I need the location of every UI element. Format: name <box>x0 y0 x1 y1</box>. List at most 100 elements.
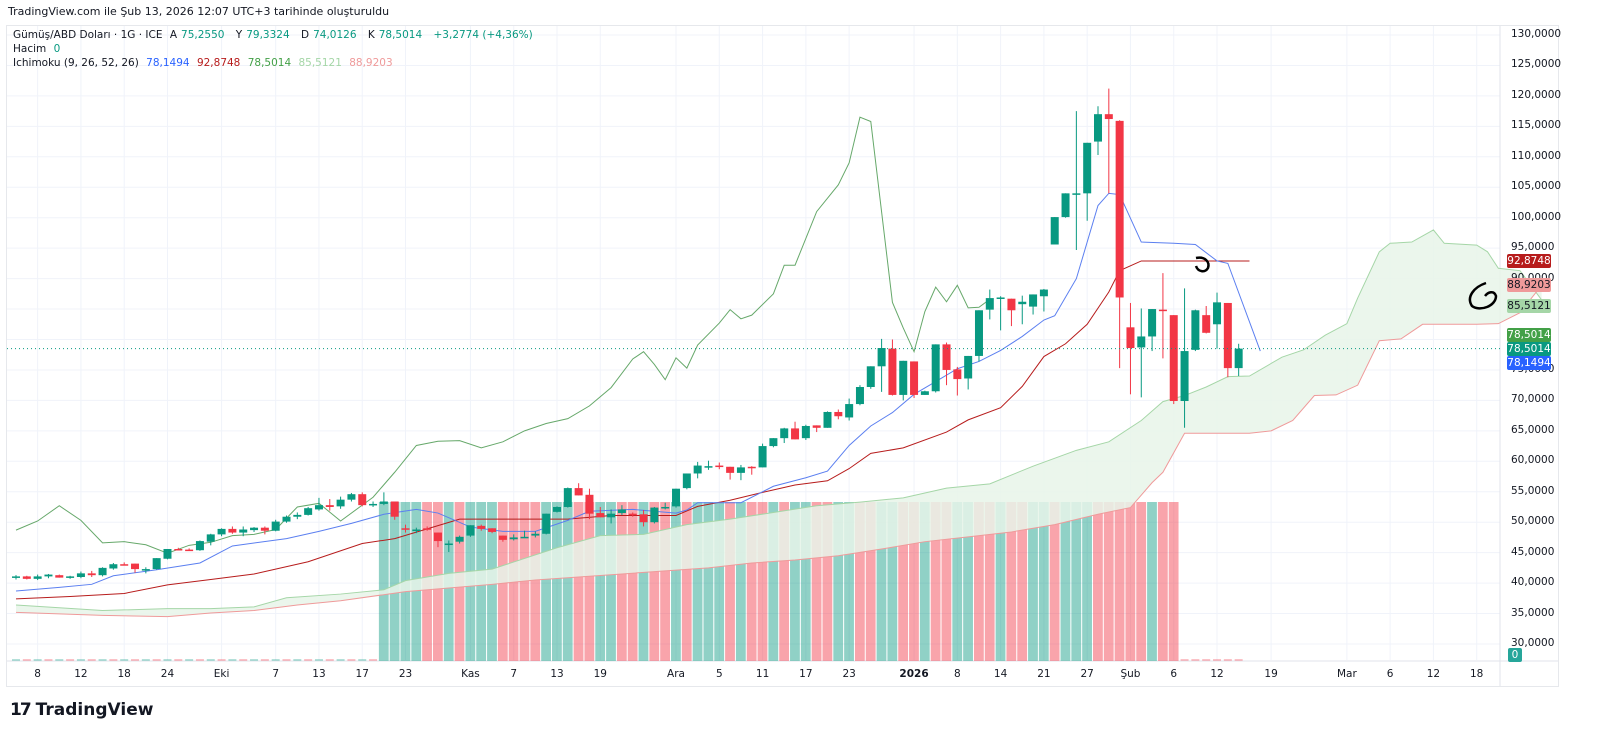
volume-bar <box>800 502 811 661</box>
price-tick-label: 110,0000 <box>1511 149 1562 162</box>
volume-bar <box>984 502 995 661</box>
candle-body <box>693 465 702 474</box>
volume-bar <box>562 502 573 661</box>
ichimoku-kijun-line <box>15 260 1250 600</box>
candle-body <box>704 466 713 468</box>
volume-bar <box>1038 502 1049 661</box>
symbol-legend: Gümüş/ABD Doları · 1G · ICE A 75,2550 Y 79… <box>13 29 537 41</box>
volume-bar <box>833 502 844 661</box>
candle-body <box>661 506 670 509</box>
volume-tag: 0 <box>1508 648 1522 662</box>
time-tick-label: Ara <box>667 668 685 680</box>
candle-body <box>996 297 1005 299</box>
volume-bar <box>163 659 172 661</box>
candle-body <box>1029 294 1038 307</box>
volume-bar <box>757 502 768 661</box>
volume-bar <box>378 502 389 661</box>
volume-bar <box>779 502 790 661</box>
volume-label[interactable]: Hacim <box>13 43 47 55</box>
volume-bar <box>530 502 541 661</box>
volume-bar <box>120 659 129 661</box>
time-tick-label: 23 <box>842 668 856 680</box>
candle-body <box>823 411 832 428</box>
volume-bar <box>304 659 313 661</box>
price-tag: 78,1494 <box>1507 355 1551 370</box>
time-tick-label: 23 <box>398 668 413 680</box>
volume-bar <box>1103 502 1114 661</box>
candle-body <box>650 507 659 523</box>
candle-body <box>477 525 486 529</box>
candle-body <box>964 355 973 379</box>
candle-body <box>217 528 226 535</box>
volume-bar <box>1168 502 1179 661</box>
price-tick-label: 55,0000 <box>1511 484 1555 497</box>
volume-bar <box>606 502 616 661</box>
volume-bar <box>12 659 20 661</box>
volume-bar <box>898 502 909 661</box>
candle-body <box>726 466 735 473</box>
candle-body <box>553 506 561 512</box>
volume-bar <box>347 659 356 661</box>
candle-body <box>1126 327 1135 349</box>
candle-body <box>1180 351 1189 402</box>
candle-body <box>379 501 388 504</box>
low-value: D 74,0126 <box>300 29 357 41</box>
time-tick-label: 21 <box>1037 668 1051 680</box>
candle-body <box>195 541 204 551</box>
annotation-mark <box>1194 256 1210 273</box>
volume-bar <box>174 659 183 661</box>
candle-body <box>531 533 540 536</box>
candle-body <box>747 466 756 469</box>
volume-bar <box>941 502 952 661</box>
candle-body <box>282 516 291 522</box>
candle-body <box>44 574 53 577</box>
ichimoku-label[interactable]: Ichimoku (9, 26, 52, 26) <box>13 57 139 69</box>
volume-bar <box>369 659 378 661</box>
volume-bar <box>660 502 670 661</box>
volume-bar <box>217 659 226 661</box>
candle-body <box>239 529 248 533</box>
ichimoku-cloud <box>16 229 1542 617</box>
candle-body <box>293 514 302 517</box>
volume-bar <box>584 502 595 661</box>
time-tick-label: 17 <box>355 668 369 680</box>
price-tick-label: 40,0000 <box>1511 576 1555 589</box>
candle-body <box>228 528 237 533</box>
tradingview-logo[interactable]: 17 TradingView <box>10 700 153 720</box>
candle-body <box>444 543 453 546</box>
volume-bar <box>638 502 649 661</box>
candle-body <box>780 428 789 439</box>
candle-body <box>834 411 843 417</box>
ichimoku-span-b-line <box>15 284 1543 618</box>
volume-bar <box>141 659 150 661</box>
price-tick-label: 120,0000 <box>1511 88 1562 101</box>
symbol-name[interactable]: Gümüş/ABD Doları · 1G · ICE <box>13 29 163 41</box>
volume-bar <box>98 659 107 661</box>
chart-caption: TradingView.com ile Şub 13, 2026 12:07 U… <box>8 5 390 18</box>
volume-bar <box>228 659 237 661</box>
volume-bar <box>876 502 887 661</box>
volume-bar <box>1202 659 1211 661</box>
candle-body <box>314 505 323 510</box>
candle-body <box>466 525 475 536</box>
volume-bar <box>919 502 930 661</box>
volume-bar <box>930 502 941 661</box>
volume-bar <box>887 502 898 661</box>
price-tag: 92,8748 <box>1507 254 1551 269</box>
volume-bar <box>1157 502 1168 661</box>
ichimoku-tenkan-value: 78,1494 <box>146 57 190 69</box>
volume-bar <box>1060 502 1071 661</box>
time-tick-label: 8 <box>34 668 41 680</box>
volume-bar <box>1017 502 1028 661</box>
volume-bar <box>746 502 757 661</box>
candle-body <box>87 573 96 576</box>
price-tick-label: 115,0000 <box>1511 119 1562 132</box>
time-tick-label: 17 <box>799 668 813 680</box>
volume-bar <box>293 659 302 661</box>
volume-bar <box>87 659 96 661</box>
candle-body <box>801 425 810 439</box>
volume-bar <box>854 502 865 661</box>
time-tick-label: 12 <box>1426 668 1441 680</box>
price-tick-label: 130,0000 <box>1511 28 1562 40</box>
